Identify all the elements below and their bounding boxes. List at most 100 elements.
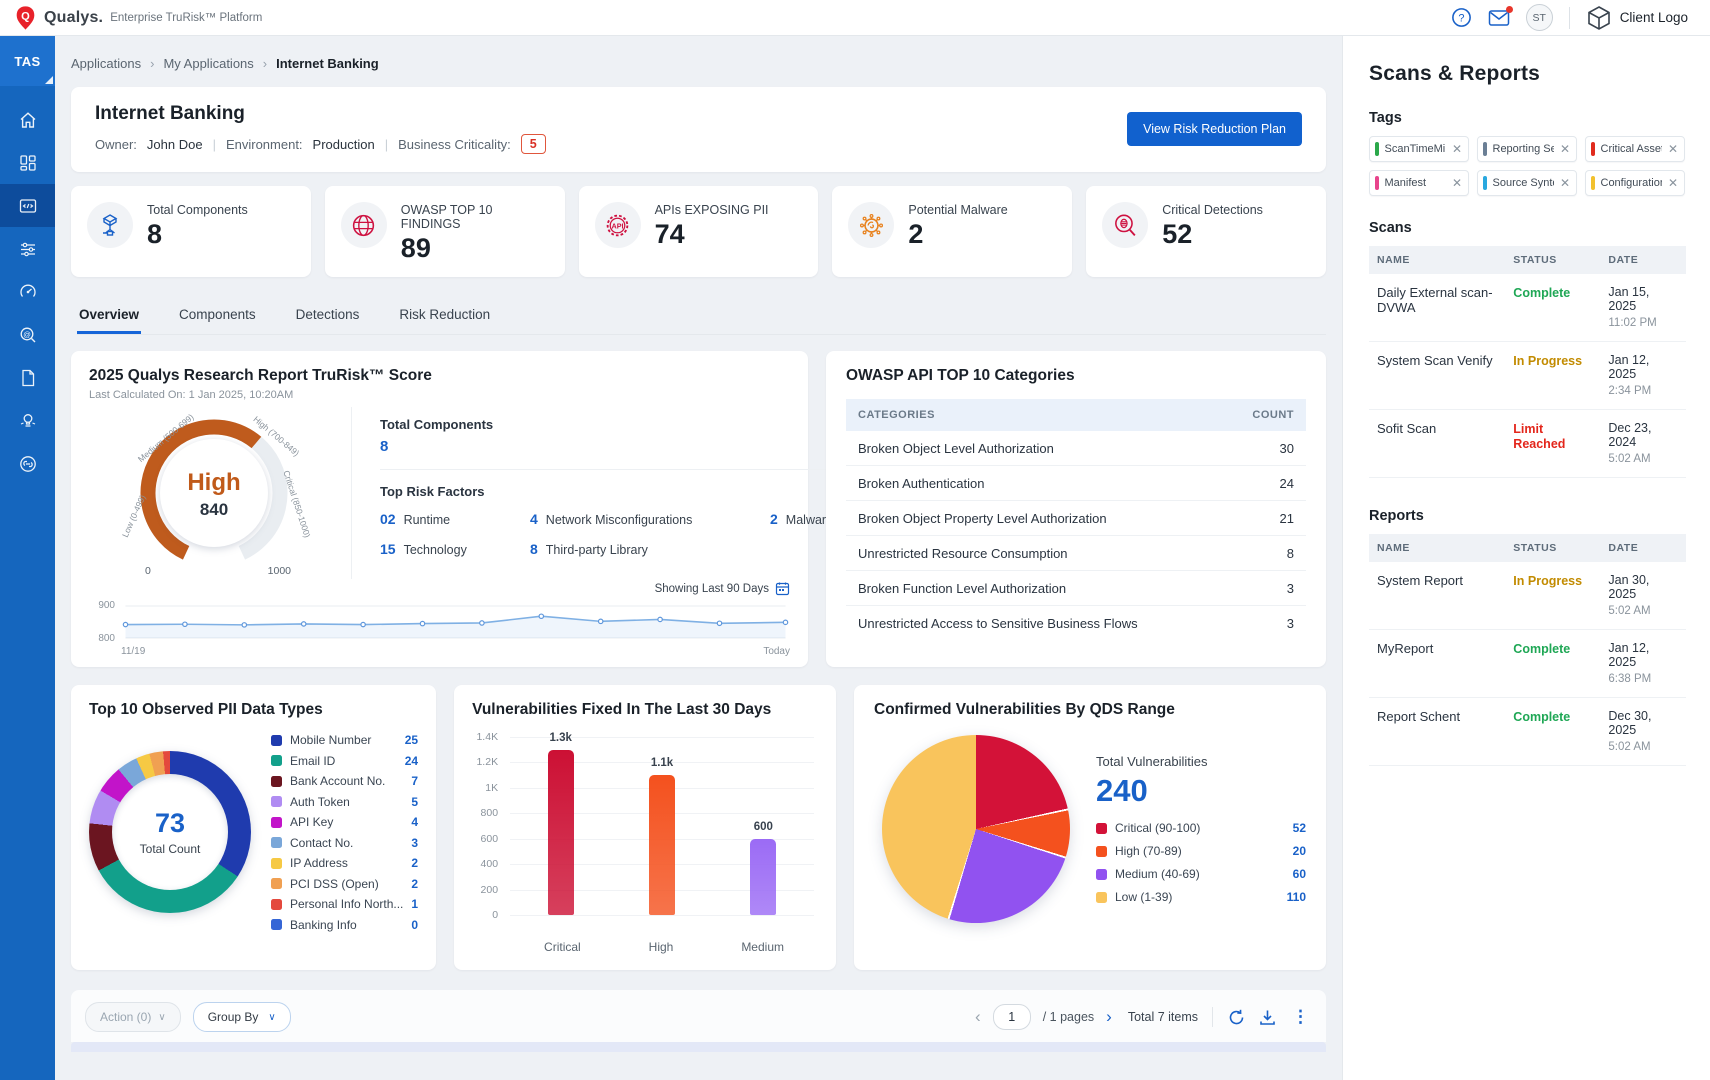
trurisk-title: 2025 Qualys Research Report TruRisk™ Sco… (89, 367, 790, 385)
tag-chip[interactable]: Configurations✕ (1585, 170, 1685, 196)
tag-remove-icon[interactable]: ✕ (1560, 177, 1570, 189)
sidebar-item-insights[interactable] (0, 399, 55, 442)
tag-chip[interactable]: Manifest✕ (1369, 170, 1469, 196)
fixed-bar-chart: 1.4K1.2K1K8006004002000 1.3k 1.1k 600 (472, 737, 814, 933)
legend-item: Low (1-39)110 (1096, 890, 1306, 904)
tag-chip[interactable]: Source Synte...✕ (1477, 170, 1577, 196)
scan-row[interactable]: Sofit Scan Limit Reached Dec 23, 20245:0… (1369, 410, 1686, 478)
calendar-icon[interactable] (775, 581, 790, 596)
stat-value: 89 (401, 233, 549, 264)
divider (380, 469, 833, 470)
tab-overview[interactable]: Overview (77, 301, 141, 334)
tag-remove-icon[interactable]: ✕ (1560, 143, 1570, 155)
tag-remove-icon[interactable]: ✕ (1452, 143, 1462, 155)
legend-item: High (70-89)20 (1096, 844, 1306, 858)
reports-table: NAME STATUS DATE System Report In Progre… (1369, 534, 1686, 766)
breadcrumb-applications[interactable]: Applications (71, 56, 141, 71)
tag-chip[interactable]: Reporting Ser... ✕ (1477, 136, 1577, 162)
next-page-icon[interactable]: › (1106, 1007, 1112, 1027)
owasp-row[interactable]: Broken Authentication24 (846, 466, 1306, 501)
legend-item: PCI DSS (Open)2 (271, 877, 418, 891)
sidebar-item-dashboard[interactable] (0, 141, 55, 184)
code-window-icon (18, 196, 38, 216)
risk-factor: 02Runtime (380, 511, 530, 527)
stat-label: OWASP TOP 10 FINDINGS (401, 203, 549, 231)
legend-item: Medium (40-69)60 (1096, 867, 1306, 881)
tab-risk-reduction[interactable]: Risk Reduction (397, 301, 492, 334)
sidebar-item-settings[interactable] (0, 227, 55, 270)
brand: Q Qualys. Enterprise TruRisk™ Platform (14, 5, 262, 31)
tab-components[interactable]: Components (177, 301, 258, 334)
trend-ytick: 900 (89, 600, 115, 611)
owasp-table: CATEGORIES COUNT Broken Object Level Aut… (846, 399, 1306, 640)
sidebar-item-integrations[interactable] (0, 442, 55, 485)
tab-detections[interactable]: Detections (294, 301, 362, 334)
notifications-mail-icon[interactable] (1488, 9, 1510, 27)
sidebar-item-home[interactable] (0, 98, 55, 141)
report-row[interactable]: Report Schent Complete Dec 30, 20255:02 … (1369, 698, 1686, 766)
report-time: 5:02 AM (1608, 741, 1678, 753)
qds-pie-chart (882, 735, 1070, 923)
client-logo-label: Client Logo (1620, 10, 1688, 25)
user-avatar[interactable]: ST (1526, 4, 1553, 31)
brand-name: Qualys. (44, 9, 103, 27)
scans-reports-panel: Scans & Reports Tags ScanTimeMin...✕ Rep… (1342, 36, 1710, 1080)
sidebar-item-risk-gauge[interactable] (0, 270, 55, 313)
breadcrumb-my-applications[interactable]: My Applications (163, 56, 253, 71)
report-name: System Report (1369, 562, 1505, 630)
module-switcher[interactable]: TAS (0, 36, 55, 86)
scan-row[interactable]: System Scan Venify In Progress Jan 12, 2… (1369, 342, 1686, 410)
components-icon (87, 202, 133, 248)
qds-legend: Critical (90-100)52 High (70-89)20 Mediu… (1096, 821, 1306, 904)
sidebar-item-asset-search[interactable]: @ (0, 313, 55, 356)
tag-name: Reporting Ser... (1493, 143, 1554, 155)
owasp-row[interactable]: Broken Object Level Authorization30 (846, 431, 1306, 466)
document-icon (18, 368, 38, 388)
owasp-row[interactable]: Broken Object Property Level Authorizati… (846, 501, 1306, 536)
left-sidebar: TAS @ (0, 36, 55, 1080)
group-by-dropdown[interactable]: Group By∨ (193, 1002, 291, 1032)
prev-page-icon[interactable]: ‹ (975, 1007, 981, 1027)
reports-col-date: DATE (1600, 534, 1686, 562)
sidebar-item-application-code[interactable] (0, 184, 55, 227)
tag-remove-icon[interactable]: ✕ (1668, 143, 1678, 155)
page-number-input[interactable] (993, 1004, 1031, 1030)
stat-card-total-components: Total Components8 (71, 186, 311, 277)
sidebar-item-documents[interactable] (0, 356, 55, 399)
dashboard-grid-icon (18, 153, 38, 173)
vulnerabilities-fixed-card: Vulnerabilities Fixed In The Last 30 Day… (454, 685, 836, 970)
more-options-icon[interactable]: ⋮ (1289, 1007, 1312, 1027)
client-logo-icon (1586, 5, 1612, 31)
svg-text:API: API (612, 221, 624, 230)
action-dropdown[interactable]: Action (0)∨ (85, 1002, 181, 1032)
help-icon[interactable]: ? (1451, 7, 1472, 28)
download-icon[interactable] (1258, 1008, 1277, 1027)
scan-row[interactable]: Daily External scan-DVWA Complete Jan 15… (1369, 274, 1686, 342)
tag-remove-icon[interactable]: ✕ (1452, 177, 1462, 189)
chevron-down-icon: ∨ (268, 1012, 275, 1023)
client-logo: Client Logo (1586, 5, 1688, 31)
tag-remove-icon[interactable]: ✕ (1668, 177, 1678, 189)
tags-list: ScanTimeMin...✕ Reporting Ser... ✕ Critic… (1369, 136, 1686, 196)
breadcrumb: Applications › My Applications › Interne… (55, 36, 1342, 87)
report-status: Complete (1513, 642, 1570, 656)
tag-chip[interactable]: ScanTimeMin...✕ (1369, 136, 1469, 162)
report-row[interactable]: MyReport Complete Jan 12, 20256:38 PM (1369, 630, 1686, 698)
refresh-icon[interactable] (1227, 1008, 1246, 1027)
criticality-badge: 5 (521, 134, 546, 154)
search-at-icon: @ (18, 325, 38, 345)
qualys-logo-icon: Q (14, 5, 37, 31)
owasp-row[interactable]: Unrestricted Access to Sensitive Busines… (846, 606, 1306, 641)
scans-col-name: NAME (1369, 246, 1505, 274)
owasp-row[interactable]: Unrestricted Resource Consumption8 (846, 536, 1306, 571)
risk-factor: 8Third-party Library (530, 541, 770, 557)
stat-value: 52 (1162, 219, 1263, 250)
bar-xlabel: Medium (741, 940, 784, 954)
tag-color-bar (1483, 142, 1487, 156)
report-row[interactable]: System Report In Progress Jan 30, 20255:… (1369, 562, 1686, 630)
owasp-row[interactable]: Broken Function Level Authorization3 (846, 571, 1306, 606)
pii-data-types-card: Top 10 Observed PII Data Types 73 Total … (71, 685, 436, 970)
view-risk-reduction-plan-button[interactable]: View Risk Reduction Plan (1127, 112, 1302, 146)
legend-item: Banking Info0 (271, 918, 418, 932)
tag-chip[interactable]: Critical Assets✕ (1585, 136, 1685, 162)
